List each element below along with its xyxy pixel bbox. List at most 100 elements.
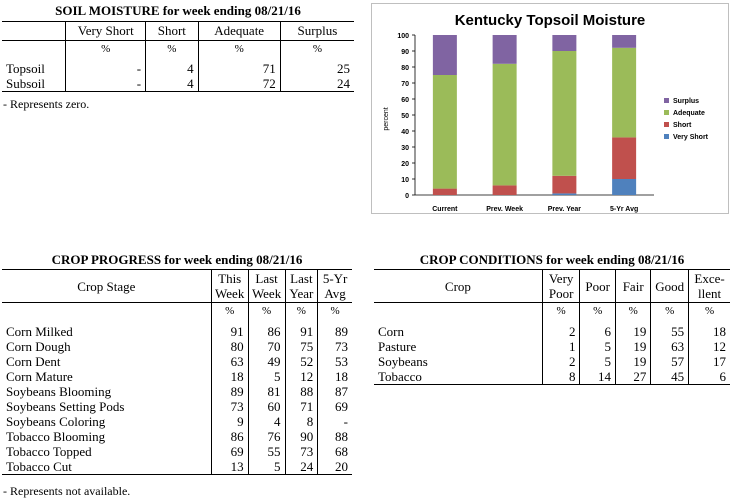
row-label: Corn Dent — [6, 354, 61, 369]
table-cell: 13 — [210, 459, 249, 475]
unit-cell: % — [614, 302, 651, 320]
table-cell: 19 — [614, 339, 651, 354]
table-header-row: Very Short Short Adequate Surplus — [2, 21, 354, 41]
table-cell: - — [65, 61, 146, 76]
table-cell: 12 — [284, 369, 318, 384]
x-tick-label: Current — [432, 206, 458, 213]
chart-y-axis-label: percent — [383, 107, 390, 130]
table-cell: 2 — [541, 324, 580, 339]
table-cell: 89 — [210, 384, 249, 399]
bar-segment-surplus — [612, 35, 637, 48]
table-cell: 18 — [688, 324, 730, 339]
units-row: % % % % — [2, 302, 352, 320]
column-header: Short — [145, 21, 199, 41]
table-cell: 91 — [284, 324, 318, 339]
unit-cell: % — [688, 302, 730, 320]
table-cell: 14 — [579, 369, 616, 385]
legend-swatch — [664, 122, 669, 127]
unit-cell: % — [279, 40, 354, 57]
column-header: 5-Yr Avg — [317, 269, 352, 303]
column-header: Very Poor — [541, 269, 580, 303]
row-label: Subsoil — [6, 76, 46, 91]
table-cell: 73 — [317, 339, 352, 354]
table-cell: 69 — [317, 399, 352, 414]
table-cell: 86 — [210, 429, 249, 444]
table-row: Corn Mature 18 5 12 18 — [2, 369, 352, 384]
unit-cell: % — [579, 302, 616, 320]
unit-cell — [2, 40, 66, 57]
topsoil-moisture-chart: Kentucky Topsoil Moisture percent 0 10 20 3… — [371, 3, 729, 214]
table-row: Corn Milked 91 86 91 89 — [2, 324, 352, 339]
table-cell: 5 — [579, 354, 616, 369]
table-cell: 53 — [317, 354, 352, 369]
table-cell: 76 — [247, 429, 286, 444]
unit-cell — [374, 302, 543, 320]
table-cell: 73 — [210, 399, 249, 414]
table-cell: 86 — [247, 324, 286, 339]
table-cell: 87 — [317, 384, 352, 399]
legend-swatch — [664, 134, 669, 139]
table-cell: 24 — [279, 76, 354, 92]
crop-conditions-title: CROP CONDITIONS for week ending 08/21/16 — [419, 252, 685, 267]
table-row: Tobacco Blooming 86 76 90 88 — [2, 429, 352, 444]
table-cell: 89 — [317, 324, 352, 339]
row-label: Soybeans Setting Pods — [6, 399, 125, 414]
row-label: Corn Dough — [6, 339, 71, 354]
row-label: Corn Mature — [6, 369, 73, 384]
row-label: Tobacco Blooming — [6, 429, 106, 444]
y-tick-label: 20 — [401, 161, 409, 168]
bar-segment-adequate — [552, 51, 577, 176]
table-cell: 4 — [247, 414, 286, 429]
table-cell: 27 — [614, 369, 651, 385]
legend-label: Very Short — [673, 134, 709, 141]
bar-segment-short — [552, 175, 577, 194]
bar-segment-very-short — [552, 193, 577, 195]
column-header: This Week — [210, 269, 249, 303]
bar-segment-adequate — [612, 47, 637, 138]
table-cell: 69 — [210, 444, 249, 459]
table-cell: 75 — [284, 339, 318, 354]
bar-segment-very-short — [612, 179, 637, 195]
table-cell: 18 — [210, 369, 249, 384]
table-row: Tobacco 8 14 27 45 6 — [374, 369, 730, 385]
row-label: Soybeans Coloring — [6, 414, 106, 429]
table-cell: 5 — [247, 369, 286, 384]
table-row: Soybeans 2 5 19 57 17 — [374, 354, 730, 369]
row-label: Tobacco Cut — [6, 459, 72, 474]
unit-cell: % — [210, 302, 249, 320]
column-header: Crop — [444, 278, 471, 294]
table-cell: 71 — [284, 399, 318, 414]
y-tick-label: 90 — [401, 49, 409, 56]
table-row: Corn 2 6 19 55 18 — [374, 324, 730, 339]
y-tick-label: 40 — [401, 129, 409, 136]
table-cell: 8 — [541, 369, 580, 385]
table-row: Soybeans Coloring 9 4 8- — [2, 414, 352, 429]
x-tick-label: 5-Yr Avg — [610, 206, 638, 213]
unit-cell: % — [284, 302, 318, 320]
column-header: Exce-llent — [688, 269, 730, 303]
row-label: Tobacco — [378, 369, 422, 384]
table-cell: - — [65, 76, 146, 92]
row-label: Topsoil — [6, 61, 45, 76]
table-cell: 6 — [688, 369, 730, 385]
crop-progress-table: Crop Stage This Week Last Week Last Year 5-… — [2, 269, 352, 475]
column-header: Crop Stage — [77, 278, 136, 294]
table-cell: 68 — [317, 444, 352, 459]
legend-label: Adequate — [673, 110, 705, 117]
column-header: Poor — [579, 269, 616, 303]
table-cell: 80 — [210, 339, 249, 354]
table-cell: 70 — [247, 339, 286, 354]
table-row: Tobacco Topped 69 55 73 68 — [2, 444, 352, 459]
table-cell: 4 — [145, 76, 199, 92]
bar-segment-short — [432, 188, 457, 195]
table-cell: 55 — [247, 444, 286, 459]
soil-moisture-table: Very Short Short Adequate Surplus % % % … — [2, 21, 354, 92]
table-cell: 88 — [284, 384, 318, 399]
soil-footnote: - Represents zero. — [3, 97, 90, 111]
table-cell: 24 — [284, 459, 318, 475]
unit-cell: % — [65, 40, 146, 57]
table-row: Subsoil - 4 72 24 — [2, 76, 354, 92]
table-cell: 73 — [284, 444, 318, 459]
bar-segment-short — [612, 137, 637, 179]
unit-cell: % — [317, 302, 352, 320]
